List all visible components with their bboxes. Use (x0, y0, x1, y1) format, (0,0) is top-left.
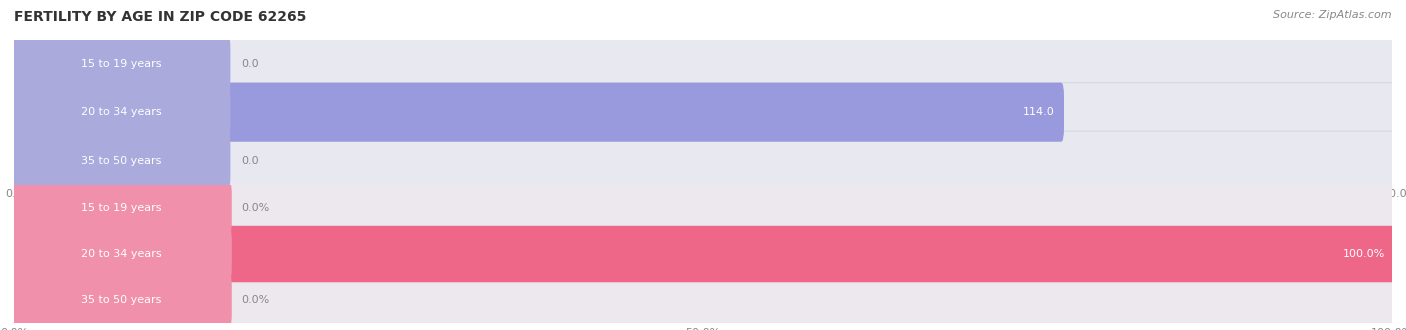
FancyBboxPatch shape (10, 272, 232, 328)
FancyBboxPatch shape (10, 226, 1396, 282)
FancyBboxPatch shape (10, 226, 232, 282)
Text: 100.0%: 100.0% (1343, 249, 1385, 259)
FancyBboxPatch shape (11, 34, 1395, 93)
FancyBboxPatch shape (11, 131, 1395, 190)
FancyBboxPatch shape (11, 83, 231, 142)
FancyBboxPatch shape (10, 180, 232, 236)
Text: 15 to 19 years: 15 to 19 years (80, 59, 162, 69)
Text: Source: ZipAtlas.com: Source: ZipAtlas.com (1274, 10, 1392, 20)
Text: 0.0%: 0.0% (242, 295, 270, 305)
FancyBboxPatch shape (11, 34, 231, 93)
Text: 35 to 50 years: 35 to 50 years (80, 295, 162, 305)
Text: 0.0%: 0.0% (242, 203, 270, 213)
FancyBboxPatch shape (11, 131, 231, 190)
Text: 114.0: 114.0 (1022, 107, 1054, 117)
Text: 35 to 50 years: 35 to 50 years (80, 156, 162, 166)
FancyBboxPatch shape (10, 272, 1396, 328)
Text: 0.0: 0.0 (242, 59, 259, 69)
FancyBboxPatch shape (11, 83, 1064, 142)
FancyBboxPatch shape (10, 180, 1396, 236)
Text: FERTILITY BY AGE IN ZIP CODE 62265: FERTILITY BY AGE IN ZIP CODE 62265 (14, 10, 307, 24)
Text: 20 to 34 years: 20 to 34 years (80, 249, 162, 259)
Text: 20 to 34 years: 20 to 34 years (80, 107, 162, 117)
Text: 0.0: 0.0 (242, 156, 259, 166)
Text: 15 to 19 years: 15 to 19 years (80, 203, 162, 213)
FancyBboxPatch shape (10, 226, 1396, 282)
FancyBboxPatch shape (11, 83, 1395, 142)
